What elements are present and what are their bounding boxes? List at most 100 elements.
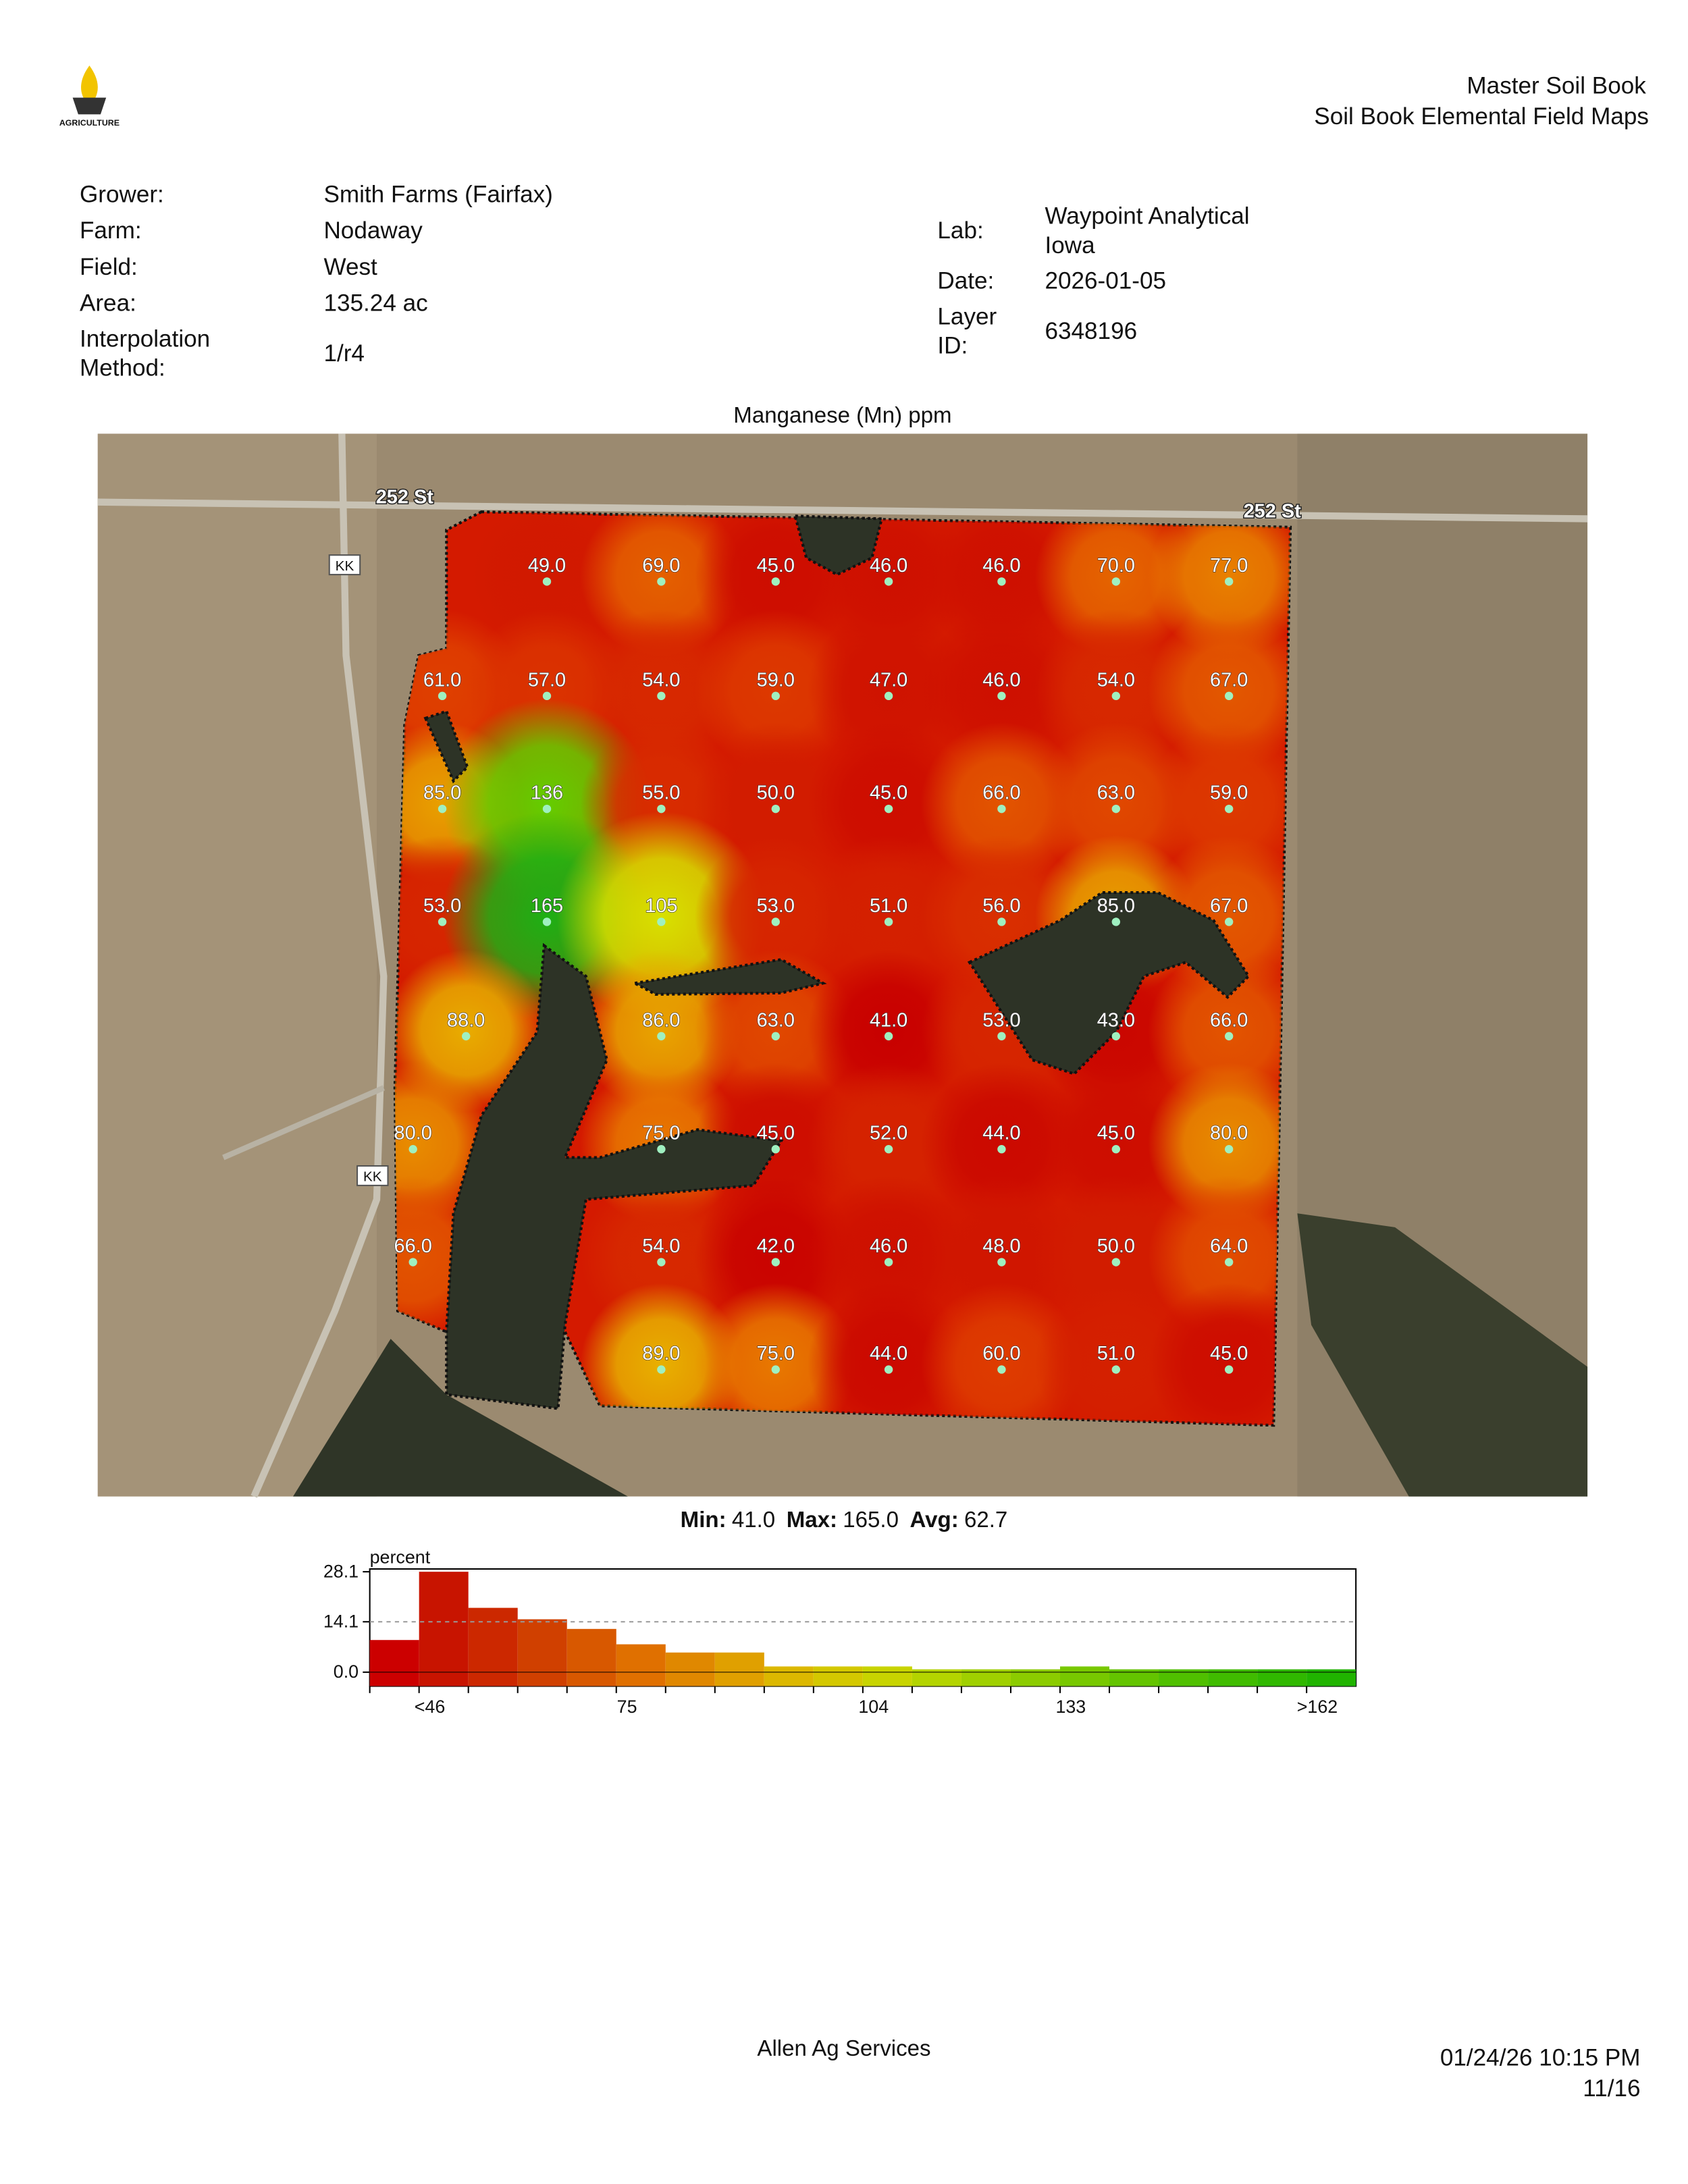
heat-spot [1148, 1063, 1291, 1225]
sample-value: 66.0 [394, 1235, 432, 1257]
sample-point [657, 804, 666, 814]
heat-spot [1035, 1283, 1197, 1426]
sample-point [884, 691, 893, 701]
sample-point [771, 917, 780, 926]
sample-point [1111, 917, 1121, 926]
sample-value: 47.0 [870, 669, 907, 691]
sample-value: 44.0 [870, 1343, 907, 1364]
bar [1159, 1669, 1209, 1672]
color-ramp [1059, 1672, 1110, 1686]
footer-page: 11/16 [1583, 2075, 1640, 2102]
field-map: 49.0 69.0 45.0 46.0 46.0 70.0 77.0 61.0 57.0 54.0… [97, 433, 1588, 1498]
color-ramp [616, 1672, 666, 1686]
heat-spot [694, 609, 857, 772]
heat-spot [466, 512, 628, 657]
sample-point [657, 1258, 666, 1267]
heat-spot [580, 1283, 743, 1426]
sample-value: 56.0 [982, 895, 1020, 917]
road-label: KK [336, 558, 354, 574]
heat-spot [920, 722, 1083, 884]
info-label: ID: [937, 333, 968, 359]
sample-point [997, 691, 1006, 701]
sample-point [542, 804, 552, 814]
sample-value: 61.0 [423, 669, 461, 691]
color-ramp [862, 1672, 912, 1686]
sample-value: 45.0 [870, 782, 907, 804]
map-title: Manganese (Mn) ppm [733, 403, 951, 428]
sample-value: 75.0 [757, 1343, 795, 1364]
y-tick-label: 28.1 [323, 1561, 359, 1581]
sample-value: 86.0 [642, 1009, 680, 1031]
stat-value: 62.7 [964, 1508, 1007, 1533]
sample-point [997, 917, 1006, 926]
color-ramp [1159, 1672, 1209, 1686]
info-label: Layer [937, 303, 997, 329]
sample-value: 80.0 [394, 1123, 432, 1144]
bar [1059, 1666, 1110, 1672]
footer-timestamp: 01/24/26 10:15 PM [1440, 2044, 1641, 2071]
info-label: Area: [80, 290, 136, 317]
sample-point [657, 917, 666, 926]
sample-value: 85.0 [1097, 895, 1135, 917]
x-tick-label: 75 [617, 1697, 637, 1717]
heat-spot [1148, 609, 1291, 772]
sample-point [657, 691, 666, 701]
header-title: Master Soil Book [1467, 72, 1646, 99]
road-label: KK [363, 1169, 382, 1185]
sample-value: 63.0 [757, 1009, 795, 1031]
sample-point [438, 691, 447, 701]
bar [1109, 1669, 1159, 1672]
stat-value: 165.0 [843, 1508, 899, 1533]
bar [813, 1666, 863, 1672]
x-tick-label: <46 [415, 1697, 446, 1717]
heat-spot [808, 722, 970, 884]
sample-value: 59.0 [1210, 782, 1248, 804]
heat-spot [808, 835, 970, 998]
sample-point [771, 1258, 780, 1267]
sample-value: 59.0 [757, 669, 795, 691]
sample-value: 54.0 [642, 669, 680, 691]
heat-spot [1035, 722, 1197, 884]
header-subtitle: Soil Book Elemental Field Maps [1314, 103, 1649, 130]
sample-point [1224, 1144, 1234, 1154]
y-tick-label: 0.0 [334, 1661, 359, 1682]
sample-value: 63.0 [1097, 782, 1135, 804]
bar [665, 1652, 715, 1672]
road-label: 252 St [1244, 500, 1302, 522]
heat-spot [1148, 512, 1291, 657]
bar [764, 1666, 814, 1672]
sample-value: 48.0 [982, 1235, 1020, 1257]
bar [1307, 1669, 1356, 1672]
info-value: West [323, 254, 377, 280]
heat-spot [808, 1063, 970, 1225]
sample-point [1224, 804, 1234, 814]
sample-point [438, 917, 447, 926]
color-ramp [764, 1672, 814, 1686]
info-label: Grower: [80, 182, 164, 208]
sample-value: 80.0 [1210, 1123, 1248, 1144]
sample-value: 60.0 [982, 1343, 1020, 1364]
logo-text: AGRICULTURE [59, 118, 120, 128]
sample-value: 53.0 [982, 1009, 1020, 1031]
info-value: 1/r4 [323, 340, 365, 367]
sample-point [408, 1258, 417, 1267]
sample-value: 66.0 [982, 782, 1020, 804]
sample-point [884, 1032, 893, 1041]
heat-spot [580, 512, 743, 657]
sample-point [884, 1365, 893, 1374]
info-value: 135.24 ac [323, 290, 427, 317]
sample-point [884, 577, 893, 586]
bar [517, 1619, 567, 1672]
sample-point [997, 577, 1006, 586]
sample-point [771, 1032, 780, 1041]
y-tick-label: 14.1 [323, 1611, 359, 1631]
sample-value: 67.0 [1210, 669, 1248, 691]
sample-value: 88.0 [447, 1009, 485, 1031]
sample-point [884, 1258, 893, 1267]
info-label: Lab: [937, 217, 983, 244]
sample-value: 51.0 [870, 895, 907, 917]
bar [961, 1669, 1011, 1672]
sample-value: 42.0 [757, 1235, 795, 1257]
sample-value: 50.0 [757, 782, 795, 804]
